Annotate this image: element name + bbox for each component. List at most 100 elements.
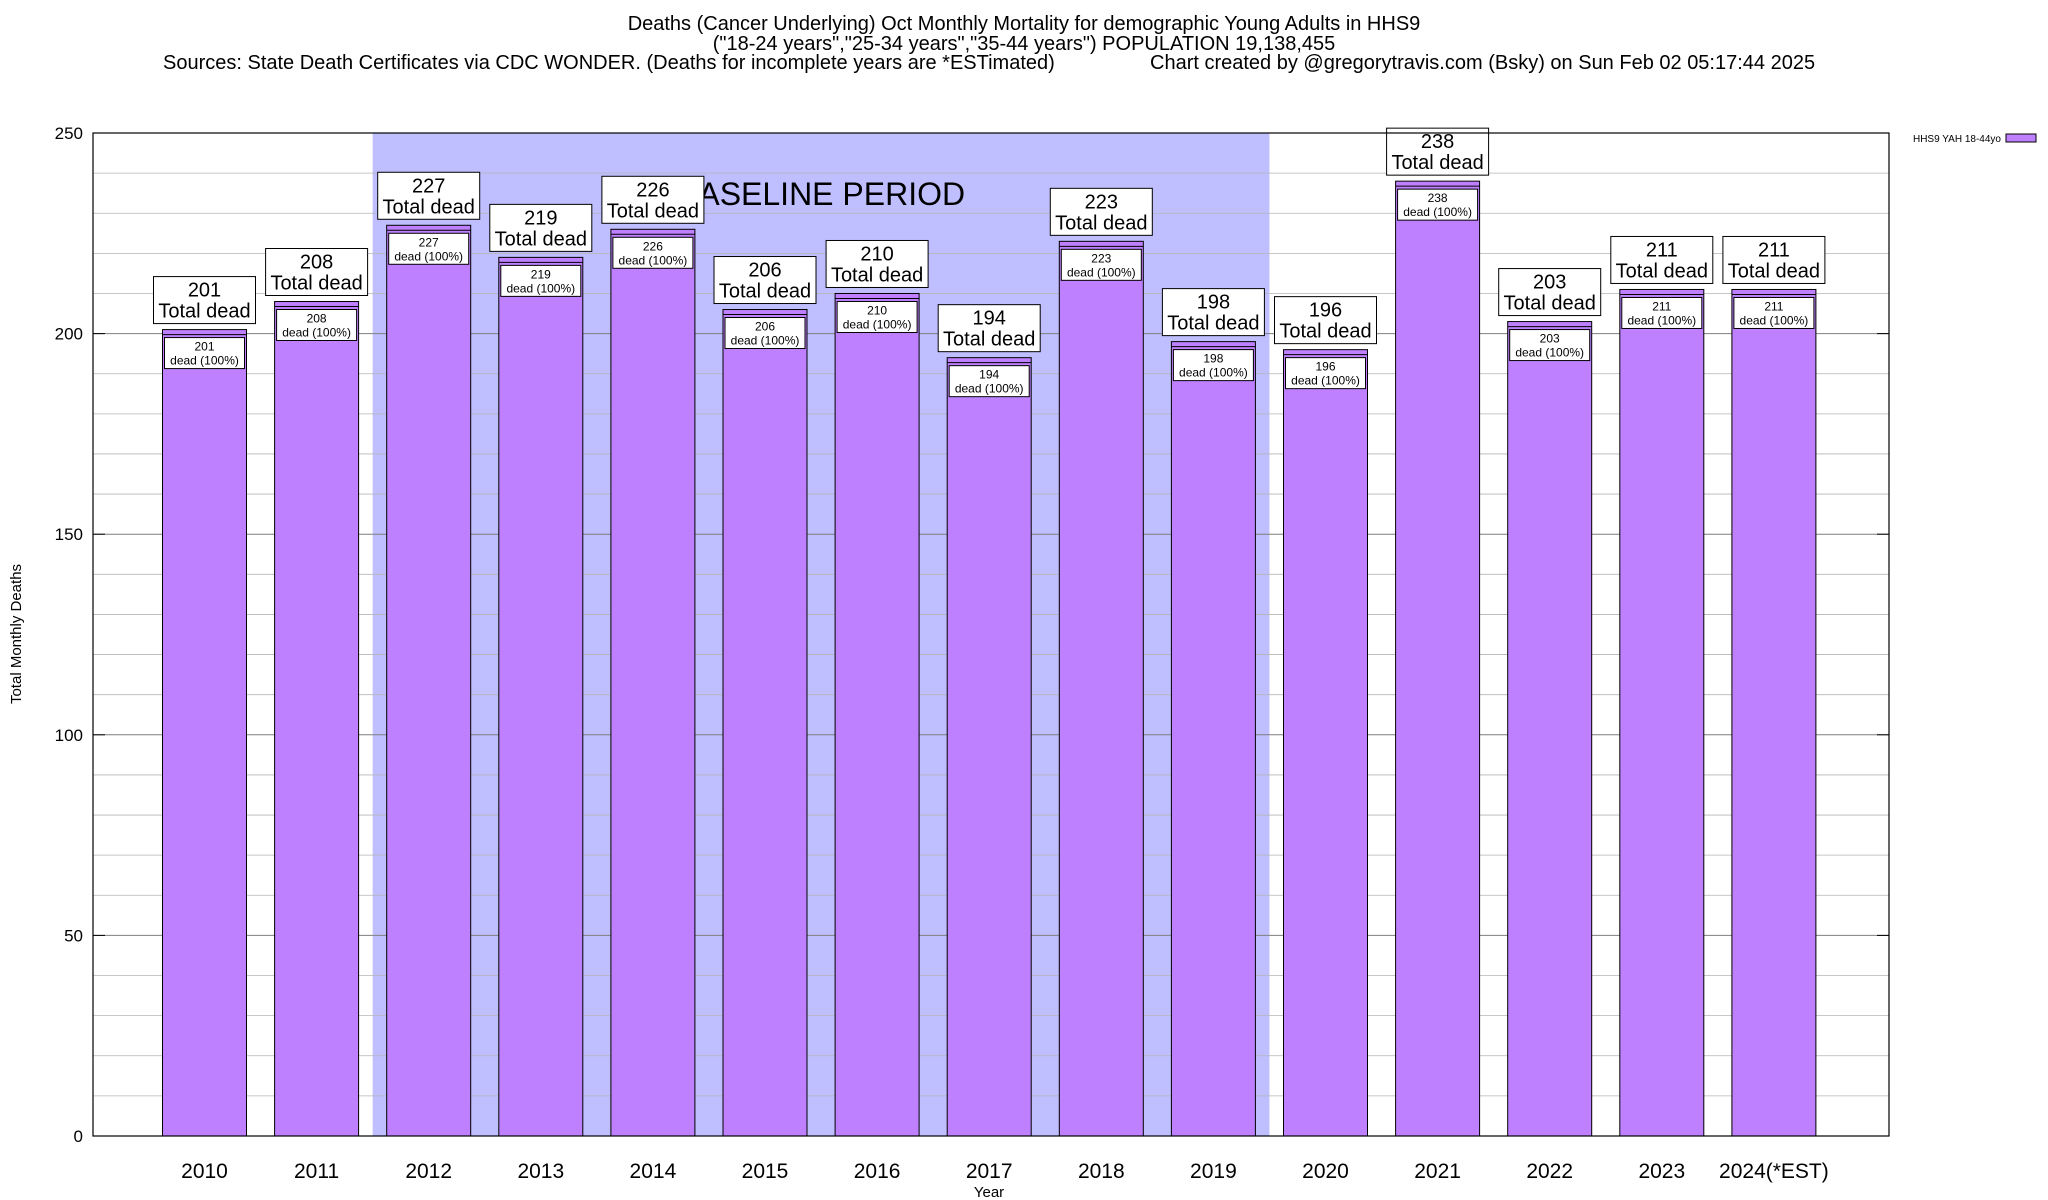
bar-total-label-box xyxy=(377,171,481,220)
bar-total-text: Total dead xyxy=(831,264,923,286)
bar xyxy=(386,224,472,1137)
y-tick-label: 100 xyxy=(55,726,83,745)
bar-total-label-box xyxy=(713,256,817,305)
bar-inner-label-box xyxy=(1285,357,1366,390)
bar-total-label-box xyxy=(601,175,705,224)
y-tick-label: 150 xyxy=(55,525,83,544)
bar-inner-value: 211 xyxy=(1652,299,1671,313)
bar-total-text: Total dead xyxy=(1616,260,1708,282)
bar-inner-label-box xyxy=(1621,296,1703,329)
chart-subtitle: ("18-24 years","25-34 years","35-44 year… xyxy=(712,33,1336,55)
bar-inner-text: dead (100%) xyxy=(1291,374,1360,388)
bar-inner-value: 198 xyxy=(1203,352,1223,366)
bar-total-label-box xyxy=(1274,296,1377,345)
bar-total-text: Total dead xyxy=(1391,152,1483,174)
bar-total-value: 227 xyxy=(412,175,445,197)
bar-inner-label-box xyxy=(1172,349,1254,382)
bar-inner-value: 203 xyxy=(1540,332,1560,346)
bar-inner-label-box xyxy=(388,232,470,265)
bar-inner-text: dead (100%) xyxy=(619,253,688,267)
bar-total-value: 201 xyxy=(188,280,221,302)
x-tick-label: 2016 xyxy=(854,1160,901,1183)
bar-inner-label-box xyxy=(164,337,245,370)
x-tick-label: 2023 xyxy=(1638,1160,1685,1183)
bar-total-text: Total dead xyxy=(270,273,362,295)
bar-total-value: 203 xyxy=(1533,272,1566,294)
bar-total-value: 198 xyxy=(1197,292,1230,314)
bar-inner-label-box xyxy=(836,300,918,333)
y-tick-label: 0 xyxy=(74,1127,83,1146)
bar-total-text: Total dead xyxy=(1728,260,1820,282)
bar-inner-label-box xyxy=(276,309,358,342)
bar-total-text: Total dead xyxy=(1279,321,1371,343)
bar-inner-label-box xyxy=(1733,296,1815,329)
bar-inner-value: 210 xyxy=(867,303,887,317)
x-tick-label: 2013 xyxy=(517,1160,564,1183)
bar-total-text: Total dead xyxy=(1167,313,1259,335)
bar-inner-value: 226 xyxy=(643,239,663,253)
bar-inner-label-box xyxy=(948,365,1030,398)
bar-inner-text: dead (100%) xyxy=(394,249,463,263)
x-tick-label: 2019 xyxy=(1190,1160,1237,1183)
bar-inner-value: 201 xyxy=(194,340,214,354)
bar xyxy=(722,309,808,1137)
x-tick-label: 2022 xyxy=(1526,1160,1573,1183)
x-tick-label: 2021 xyxy=(1414,1160,1461,1183)
x-tick-label: 2011 xyxy=(294,1160,339,1183)
bar-total-value: 211 xyxy=(1646,239,1678,261)
bar-total-text: Total dead xyxy=(607,200,699,222)
bar-total-label-box xyxy=(825,239,929,288)
bar-total-value: 206 xyxy=(748,260,781,282)
bar-total-text: Total dead xyxy=(943,329,1035,351)
x-tick-label: 2010 xyxy=(181,1160,228,1183)
bar xyxy=(1507,321,1593,1137)
bar-total-value: 194 xyxy=(973,308,1006,330)
bar-total-value: 210 xyxy=(860,243,893,265)
bar-total-text: Total dead xyxy=(383,196,475,218)
x-tick-label: 2020 xyxy=(1302,1160,1349,1183)
bar-inner-text: dead (100%) xyxy=(731,334,800,348)
plot-frame xyxy=(92,132,1890,1137)
bar-total-label-box xyxy=(1722,235,1826,284)
baseline-label: BASELINE PERIOD xyxy=(677,176,965,212)
bar-inner-value: 223 xyxy=(1091,251,1111,265)
bar xyxy=(1395,180,1481,1137)
legend-label: HHS9 YAH 18-44yo xyxy=(1913,134,2001,145)
bar-inner-value: 211 xyxy=(1764,299,1783,313)
bar-inner-label-box xyxy=(724,317,806,350)
x-tick-label: 2014 xyxy=(630,1160,677,1183)
x-tick-label: 2017 xyxy=(966,1160,1013,1183)
bar-total-label-box xyxy=(265,248,369,297)
bar-inner-text: dead (100%) xyxy=(955,382,1024,396)
bar xyxy=(162,329,247,1137)
y-tick-label: 250 xyxy=(55,124,83,143)
x-tick-label: 2015 xyxy=(742,1160,789,1183)
x-tick-label: 2012 xyxy=(405,1160,452,1183)
bar-total-text: Total dead xyxy=(1055,212,1147,234)
bar-inner-label-box xyxy=(1509,329,1591,362)
bar-inner-text: dead (100%) xyxy=(843,317,912,331)
bar xyxy=(274,301,360,1137)
bar xyxy=(1619,288,1705,1137)
bar xyxy=(946,357,1032,1137)
bar-total-value: 238 xyxy=(1421,131,1454,153)
bar-inner-text: dead (100%) xyxy=(506,281,575,295)
bar-inner-text: dead (100%) xyxy=(1515,346,1584,360)
bar-total-text: Total dead xyxy=(495,228,587,250)
bar-total-value: 226 xyxy=(636,179,669,201)
bar-total-label-box xyxy=(1049,187,1153,236)
bar-inner-value: 208 xyxy=(307,312,327,326)
bar-total-label-box xyxy=(937,304,1041,353)
bar-total-label-box xyxy=(1161,288,1265,337)
bar-total-label-box xyxy=(153,276,256,325)
legend-swatch xyxy=(2005,133,2037,143)
bar-inner-value: 196 xyxy=(1315,360,1335,374)
bar-inner-text: dead (100%) xyxy=(1179,366,1248,380)
bar-total-text: Total dead xyxy=(158,301,250,323)
bar-inner-label-box xyxy=(612,236,694,269)
bar-inner-label-box xyxy=(500,264,582,297)
bar-total-label-box xyxy=(1610,235,1714,284)
bar-total-text: Total dead xyxy=(719,281,811,303)
bar-inner-text: dead (100%) xyxy=(170,354,239,368)
